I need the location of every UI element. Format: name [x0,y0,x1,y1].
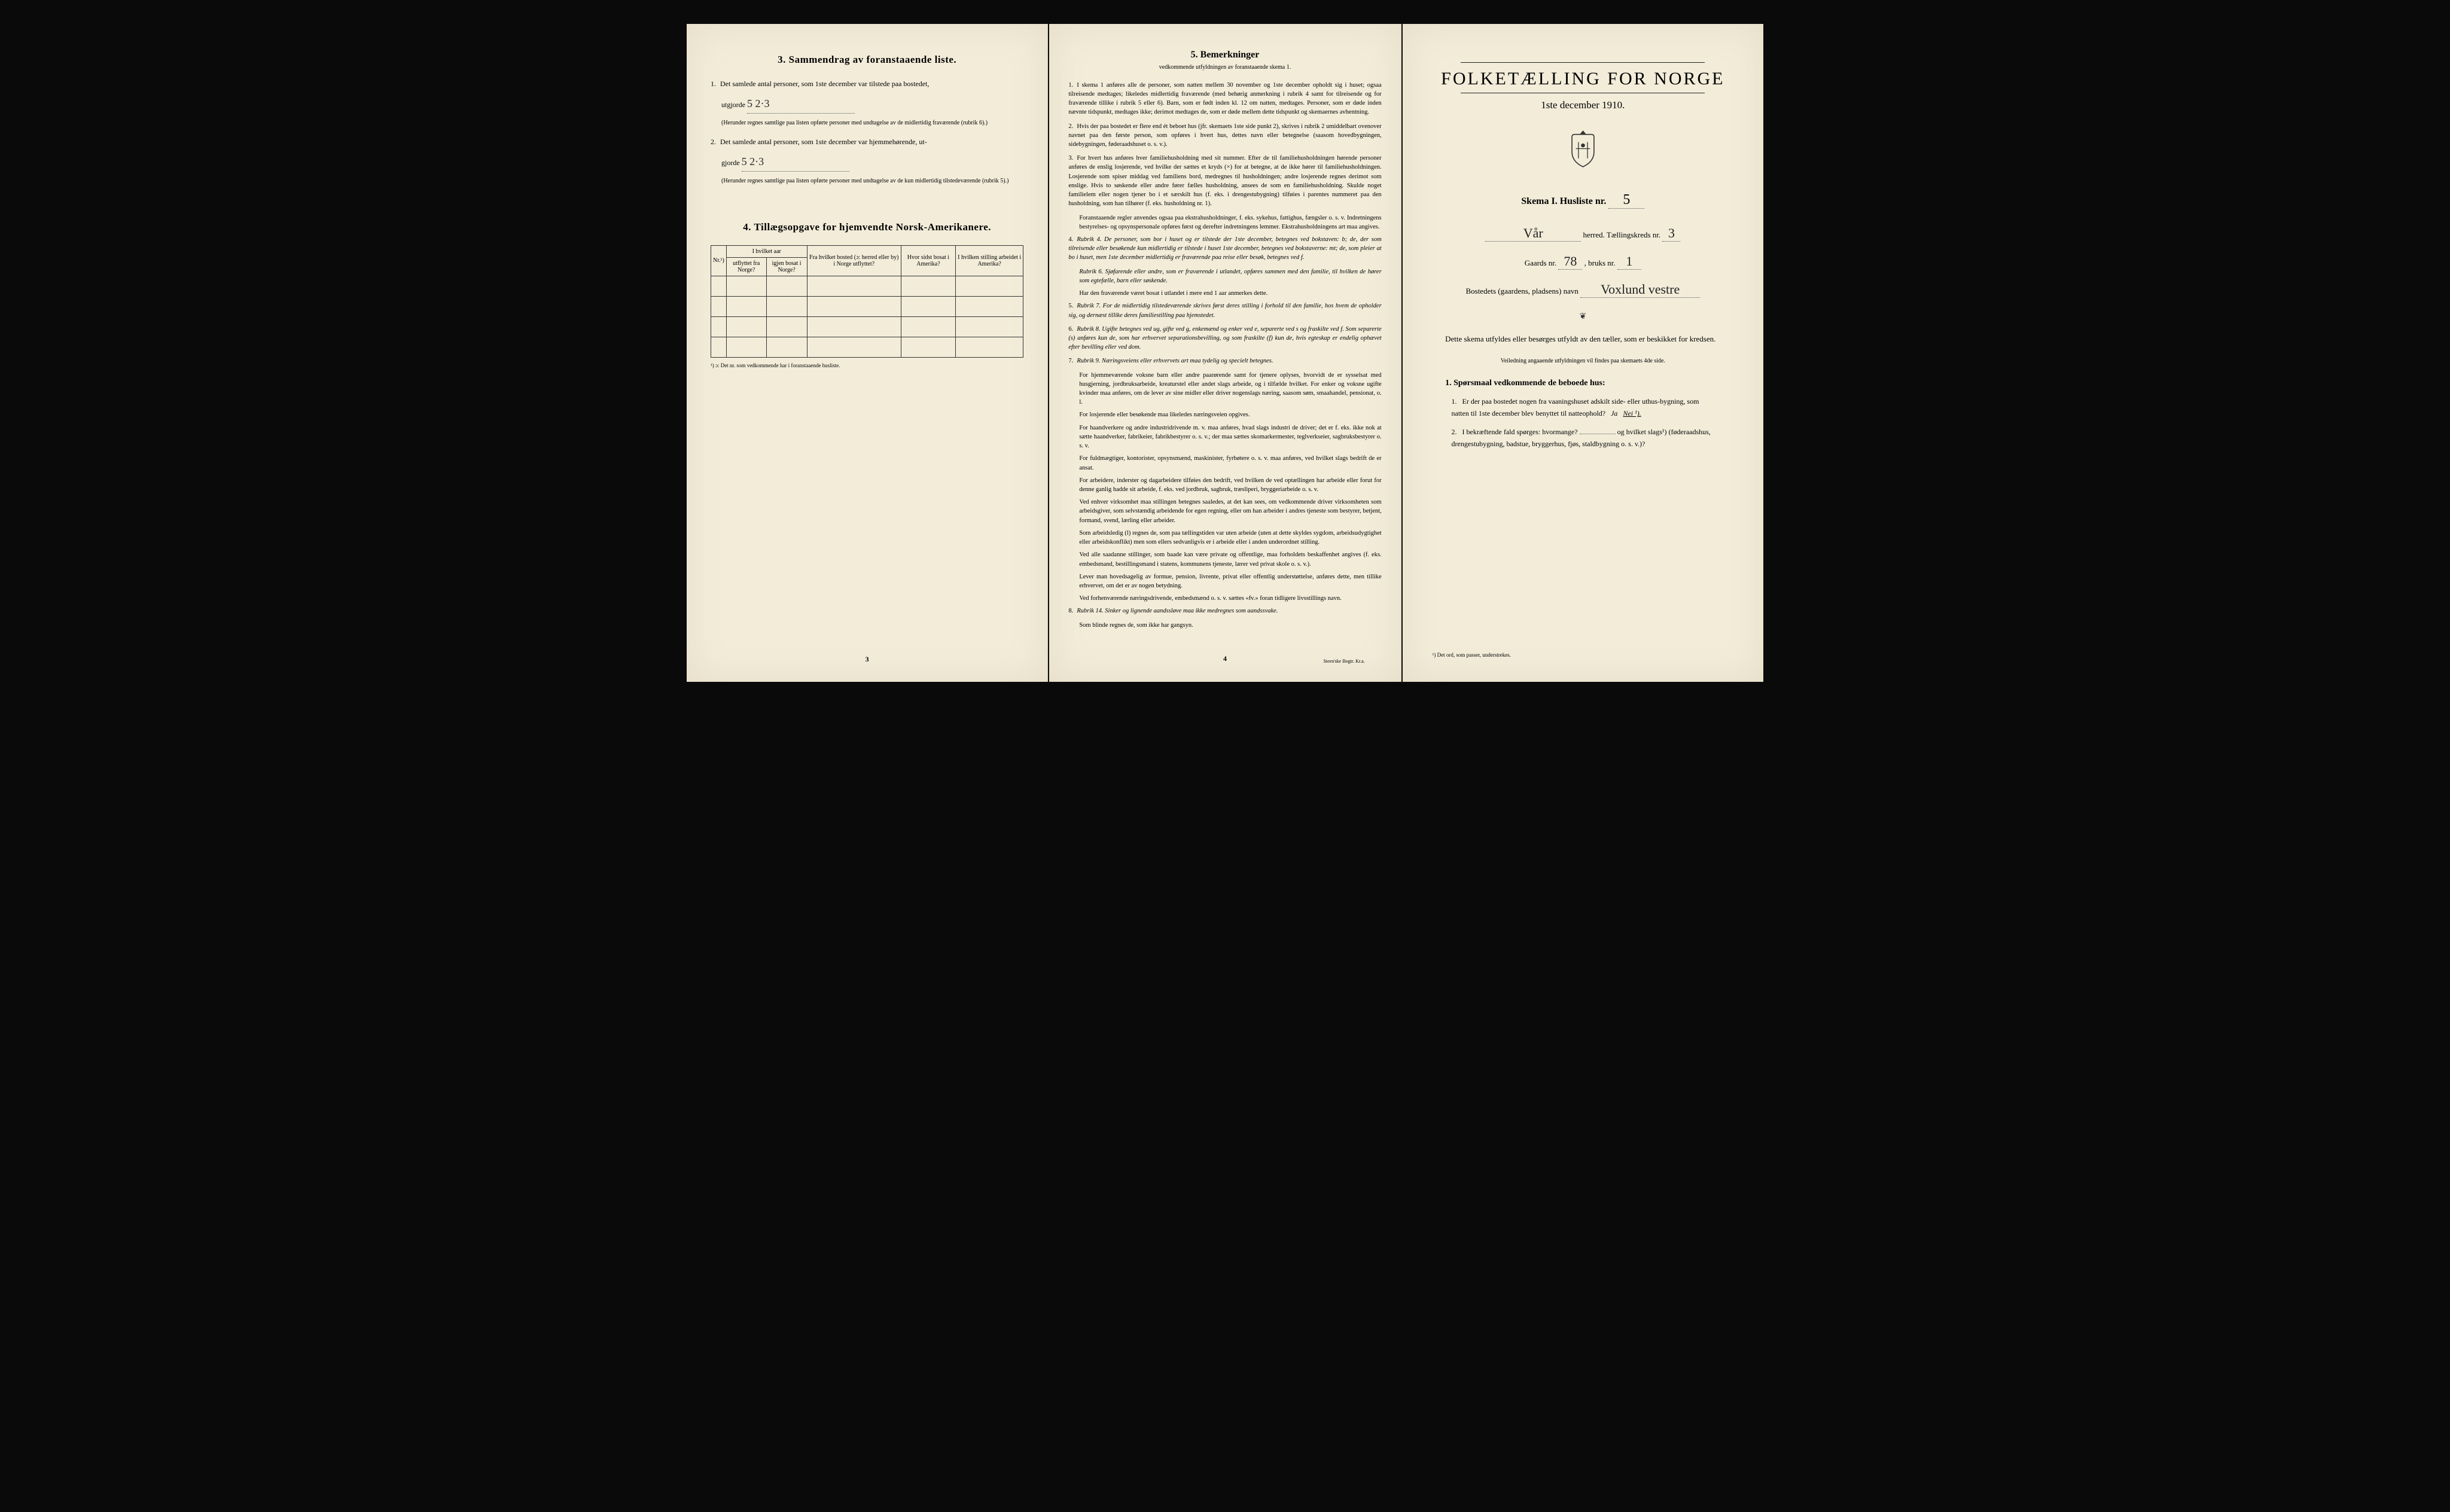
remark-7-text: Rubrik 9. Næringsveiens eller erhvervets… [1077,358,1273,364]
gaards-handwritten: 78 [1564,254,1577,269]
item-2-handwritten: 5 2·3 [742,156,764,167]
item-2-note: (Herunder regnes samtlige paa listen opf… [721,176,1023,185]
printer-mark: Steen'ske Bogtr. Kr.a. [1323,658,1364,665]
remark-7-sub-3: For fuldmægtiger, kontorister, opsynsmæn… [1079,454,1381,472]
item-1-line2: utgjorde 5 2·3 [721,94,1023,114]
coat-of-arms-icon [1567,129,1599,168]
col-fra: Fra hvilket bosted (ɔ: herred eller by) … [807,245,901,276]
instruction-text: Dette skema utfyldes eller besørges utfy… [1445,333,1721,346]
question-2: 2.I bekræftende fald spørges: hvormange?… [1452,426,1715,450]
bruks-label: , bruks nr. [1584,258,1616,267]
question-1-text: Er der paa bostedet nogen fra vaaningshu… [1452,397,1699,417]
remark-7-sub-8: Lever man hovedsagelig av formue, pensio… [1079,572,1381,590]
remark-7-sub-9: Ved forhenværende næringsdrivende, embed… [1079,594,1381,603]
question-1: 1.Er der paa bostedet nogen fra vaanings… [1452,395,1715,420]
answer-nei: Nei ¹). [1623,409,1641,417]
remark-7: 7.Rubrik 9. Næringsveiens eller erhverve… [1068,356,1381,365]
remark-7-sub-1: For losjerende eller besøkende maa likel… [1079,410,1381,419]
bosted-handwritten: Voxlund vestre [1601,282,1680,297]
page-3: 3. Sammendrag av foranstaaende liste. 1.… [687,24,1048,682]
remark-8-sub: Som blinde regnes de, som ikke har gangs… [1079,621,1381,630]
remark-7-sub-2: For haandverkere og andre industridriven… [1079,423,1381,451]
herred-label: herred. Tællingskreds nr. [1583,230,1660,239]
item-1: 1.Det samlede antal personer, som 1ste d… [711,78,1023,90]
remark-7-sub-5: Ved enhver virksomhet maa stillingen bet… [1079,498,1381,525]
remark-4-sub1: Rubrik 6. Sjøfarende eller andre, som er… [1079,267,1381,285]
kreds-handwritten: 3 [1668,225,1675,241]
col-igjen: igjen bosat i Norge? [766,257,807,276]
remark-5-text: Rubrik 7. For de midlertidig tilstedevær… [1068,303,1381,318]
item-2-text: Det samlede antal personer, som 1ste dec… [720,138,927,146]
question-heading: 1. Spørsmaal vedkommende de beboede hus: [1445,379,1721,388]
ornament-icon [1571,311,1595,319]
remark-2: 2.Hvis der paa bostedet er flere end ét … [1068,122,1381,150]
skema-line: Skema I. Husliste nr. 5 [1427,192,1739,209]
remark-7-sub-0: For hjemmeværende voksne barn eller andr… [1079,371,1381,407]
col-group-year: I hvilket aar [726,245,807,257]
item-1-note: (Herunder regnes samtlige paa listen opf… [721,118,1023,127]
section-5-subheading: vedkommende utfyldningen av foranstaaend… [1068,63,1381,72]
section-3-heading: 3. Sammendrag av foranstaaende liste. [711,54,1023,66]
page-4: 5. Bemerkninger vedkommende utfyldningen… [1049,24,1401,682]
remark-6-text: Rubrik 8. Ugifte betegnes ved ug, gifte … [1068,326,1381,350]
census-title: FOLKETÆLLING FOR NORGE [1427,69,1739,89]
col-nr: Nr.¹) [711,245,727,276]
skema-number-handwritten: 5 [1623,192,1630,208]
item-2-word: gjorde [721,158,740,167]
remark-1-text: I skema 1 anføres alle de personer, som … [1068,82,1381,116]
remark-6: 6.Rubrik 8. Ugifte betegnes ved ug, gift… [1068,325,1381,352]
remark-4: 4.Rubrik 4. De personer, som bor i huset… [1068,235,1381,263]
question-2-text: I bekræftende fald spørges: hvormange? [1462,428,1578,436]
skema-label: Skema I. Husliste nr. [1521,196,1606,206]
remark-4-sub2: Har den fraværende været bosat i utlande… [1079,289,1381,298]
remark-8-text: Rubrik 14. Sinker og lignende aandssløve… [1077,608,1278,614]
item-2-line2: gjorde 5 2·3 [721,153,1023,172]
gaards-line: Gaards nr. 78 , bruks nr. 1 [1427,254,1739,270]
item-1-text: Det samlede antal personer, som 1ste dec… [720,80,929,88]
item-1-handwritten: 5 2·3 [747,97,770,109]
footnote-right: ¹) Det ord, som passer, understrekes. [1433,652,1511,658]
remark-7-sub-4: For arbeidere, inderster og dagarbeidere… [1079,476,1381,494]
emigrant-table: Nr.¹) I hvilket aar Fra hvilket bosted (… [711,245,1023,358]
herred-line: Vår herred. Tællingskreds nr. 3 [1427,225,1739,242]
page-number-4: 4 [1223,654,1227,664]
herred-handwritten: Vår [1523,225,1543,241]
remark-8: 8.Rubrik 14. Sinker og lignende aandsslø… [1068,606,1381,615]
remark-2-text: Hvis der paa bostedet er flere end ét be… [1068,123,1381,148]
title-rule-top [1461,62,1705,63]
remark-4-text: Rubrik 4. De personer, som bor i huset o… [1068,236,1381,261]
instruction-subtext: Veiledning angaaende utfyldningen vil fi… [1427,358,1739,364]
document-spread: 3. Sammendrag av foranstaaende liste. 1.… [687,24,1763,682]
bosted-label: Bostedets (gaardens, pladsens) navn [1465,286,1578,295]
section-4: 4. Tillægsopgave for hjemvendte Norsk-Am… [711,221,1023,368]
item-1-word: utgjorde [721,100,745,109]
remark-5: 5.Rubrik 7. For de midlertidig tilstedev… [1068,301,1381,319]
gaards-label: Gaards nr. [1525,258,1556,267]
remark-3-sub: Foranstaaende regler anvendes ogsaa paa … [1079,214,1381,231]
table-footnote: ¹) ɔ: Det nr. som vedkommende har i fora… [711,362,1023,368]
remark-1: 1.I skema 1 anføres alle de personer, so… [1068,81,1381,117]
table-row [711,316,1023,337]
section-5-heading: 5. Bemerkninger [1068,48,1381,62]
table-row [711,276,1023,296]
bruks-handwritten: 1 [1626,254,1632,269]
page-number-3: 3 [866,655,869,664]
col-hvor: Hvor sidst bosat i Amerika? [901,245,955,276]
remark-3-text: For hvert hus anføres hver familiehushol… [1068,155,1381,207]
remark-3: 3.For hvert hus anføres hver familiehush… [1068,154,1381,208]
remark-7-sub-6: Som arbeidsledig (l) regnes de, som paa … [1079,529,1381,547]
bosted-line: Bostedets (gaardens, pladsens) navn Voxl… [1427,282,1739,298]
page-title: FOLKETÆLLING FOR NORGE 1ste december 191… [1403,24,1763,682]
section-4-heading: 4. Tillægsopgave for hjemvendte Norsk-Am… [711,221,1023,233]
table-row [711,296,1023,316]
col-stilling: I hvilken stilling arbeidet i Amerika? [956,245,1023,276]
census-date: 1ste december 1910. [1427,99,1739,111]
item-2: 2.Det samlede antal personer, som 1ste d… [711,136,1023,148]
answer-ja: Ja [1611,409,1617,417]
remark-7-sub-7: Ved alle saadanne stillinger, som baade … [1079,550,1381,568]
col-utflyttet: utflyttet fra Norge? [726,257,766,276]
table-row [711,337,1023,357]
